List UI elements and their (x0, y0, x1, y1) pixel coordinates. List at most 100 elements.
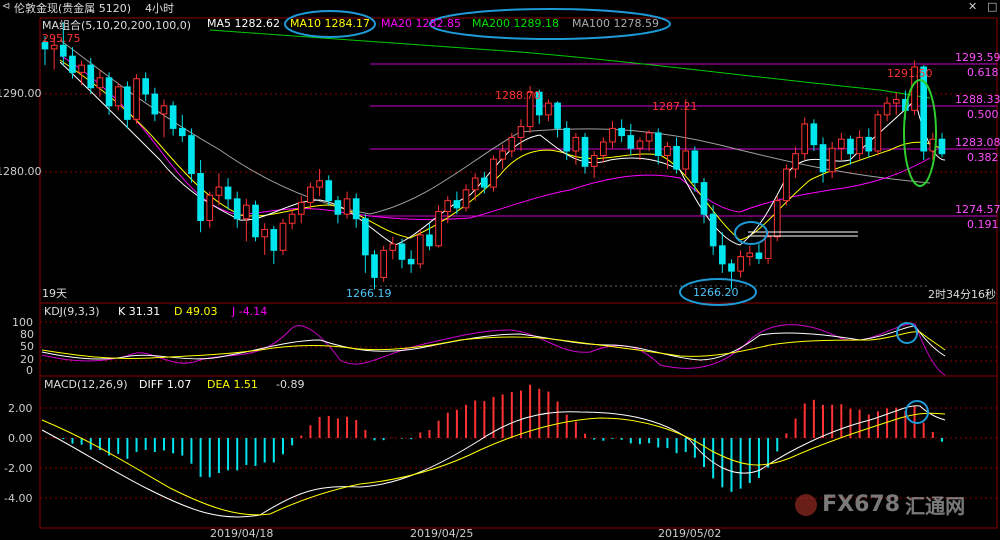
circle-low-1266 (679, 278, 757, 306)
candle-body (307, 186, 314, 203)
maximize-icon[interactable]: □ (987, 0, 998, 13)
candle-body (700, 182, 708, 215)
kdj-tick-100: 100 (12, 316, 33, 329)
candle-body (828, 147, 836, 173)
ma-group-label[interactable]: MA组合(5,10,20,200,100,0) (42, 19, 192, 32)
candle-body (471, 177, 479, 191)
kdj-j-line (41, 323, 946, 376)
ma200-value: MA200 1289.18 (472, 17, 559, 30)
fib-price-0191: 1274.57 (955, 203, 1000, 216)
candle-body (133, 78, 140, 120)
candle-body (481, 177, 488, 188)
candle-body (352, 198, 360, 220)
grid-lines (40, 93, 997, 499)
candle-body (718, 245, 726, 265)
candle-body (142, 78, 150, 95)
candle-body (169, 105, 177, 129)
candle-body (709, 213, 717, 247)
candle-body (728, 263, 735, 272)
candle-body (343, 198, 351, 215)
period-label[interactable]: 4小时 (145, 2, 174, 15)
candle-body (819, 144, 827, 173)
circle-ma10 (284, 10, 376, 38)
fib-ratio-0618: 0.618 (967, 66, 999, 79)
kdj-j-value: J -4.14 (232, 305, 268, 318)
candle-body (810, 123, 818, 146)
candle-body (252, 204, 259, 238)
candle-body (764, 236, 772, 259)
kdj-tick-20: 20 (20, 353, 34, 366)
candle-body (69, 55, 76, 73)
candle-body (755, 252, 763, 259)
days-label: 19天 (42, 287, 67, 300)
fib-price-0618: 1293.59 (955, 51, 1000, 64)
kdj-title[interactable]: KDJ(9,3,3) (44, 305, 100, 318)
candle-body (279, 222, 287, 251)
candle-body (938, 138, 946, 155)
candle-body (416, 234, 424, 265)
candle-body (837, 138, 845, 149)
candle-body (105, 77, 113, 107)
candle-body (316, 180, 323, 188)
candle-body (599, 141, 607, 156)
ma100-value: MA100 1278.59 (572, 17, 659, 30)
ma5-line (59, 61, 946, 246)
candle-body (746, 252, 754, 258)
kdj-d-value: D 49.03 (174, 305, 218, 318)
candle-body (160, 105, 168, 115)
candle-body (554, 102, 561, 129)
moving-averages (59, 29, 946, 246)
candle-body (773, 200, 781, 238)
candle-body (673, 145, 680, 170)
ma20-line (59, 54, 931, 221)
candle-body (462, 189, 470, 209)
candle-body (737, 256, 744, 272)
candle-body (783, 168, 790, 202)
fib-price-0382: 1283.08 (955, 136, 1000, 149)
candle-body (618, 127, 625, 137)
circle-kdj (896, 322, 918, 344)
candle-body (609, 127, 616, 143)
back-icon[interactable]: ⊲ (2, 1, 11, 12)
watermark-logo-icon (795, 493, 817, 516)
ma10-value: MA10 1284.17 (290, 17, 370, 30)
candle-body (151, 93, 159, 115)
candle-body (371, 254, 378, 278)
macd-title[interactable]: MACD(12,26,9) (44, 378, 128, 391)
candle-body (865, 136, 873, 152)
y-tick-1290: 1290.00 (0, 87, 42, 100)
candle-body (563, 127, 571, 152)
candle-body (508, 136, 516, 152)
candle-body (545, 102, 552, 116)
close-icon[interactable]: ✕ (968, 0, 978, 13)
fib-ratio-0382: 0.382 (967, 151, 999, 164)
kdj-d-line (41, 331, 946, 360)
candle-body (59, 44, 67, 57)
candle-body (224, 186, 232, 200)
candle-body (682, 150, 690, 170)
candle-body (572, 136, 580, 152)
candle-body (453, 200, 461, 209)
main-panel-frame (39, 17, 998, 304)
candle-body (334, 200, 342, 215)
candle-body (206, 194, 214, 222)
candle-body (233, 198, 241, 220)
watermark-cn: 汇通网 (905, 494, 966, 518)
candle-body (426, 234, 433, 247)
header-bar: ⊲ 伦敦金现(贵金属 5120) 4小时 ✕ □ (0, 0, 1000, 15)
candle-body (847, 138, 854, 155)
candle-body (197, 173, 204, 222)
candle-body (362, 218, 369, 256)
kdj-tick-80: 80 (20, 328, 34, 341)
circle-spike (903, 79, 937, 187)
candle-body (188, 135, 195, 175)
instrument-title[interactable]: 伦敦金现(贵金属 5120) (14, 2, 132, 15)
fib-price-0500: 1288.33 (955, 93, 1000, 106)
x-date-1: 2019/04/18 (210, 527, 274, 540)
kdj-k-line (41, 325, 946, 361)
candle-body (243, 204, 250, 220)
candle-body (892, 98, 900, 104)
macd-dea-value: DEA 1.51 (207, 378, 258, 391)
candle-body (215, 186, 223, 196)
